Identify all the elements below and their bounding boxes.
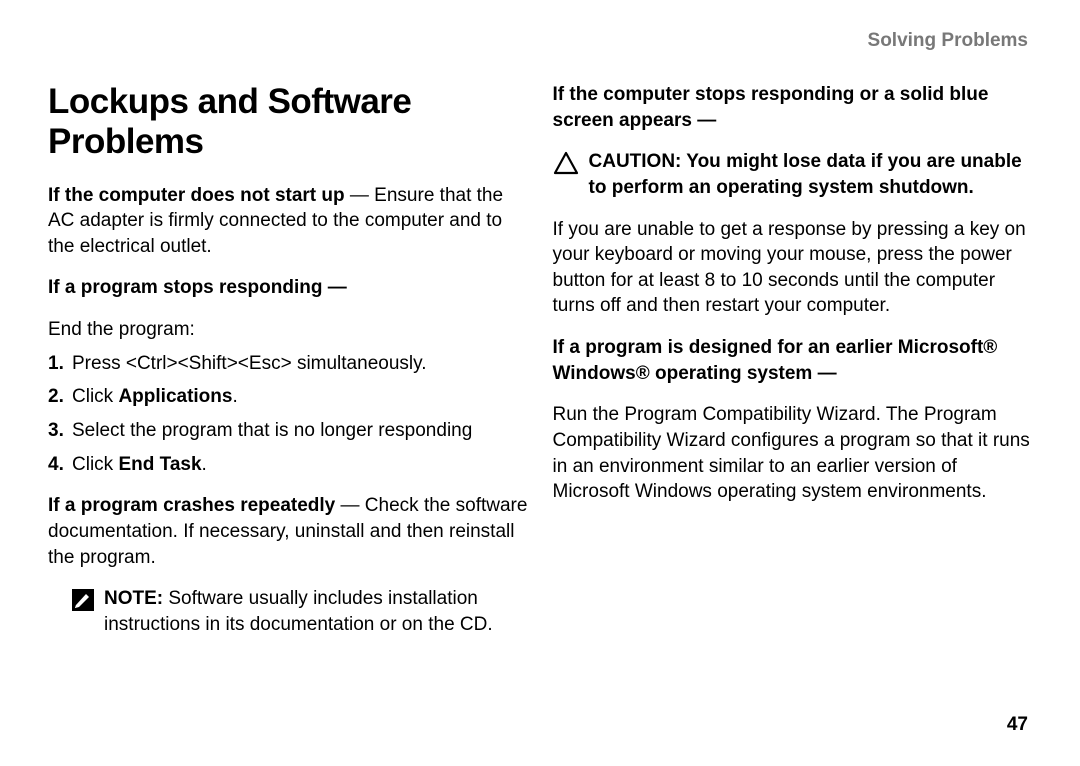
step-3: 3. Select the program that is no longer r… [48,418,528,444]
step-2-bold: Applications [118,386,232,407]
para-no-response: If you are unable to get a response by p… [553,217,1033,320]
para-end-program: End the program: [48,317,528,343]
caution-block: CAUTION: You might lose data if you are … [553,149,1033,200]
step-num: 3. [48,418,64,444]
para-compat-wizard: Run the Program Compatibility Wizard. Th… [553,402,1033,505]
note-icon [72,589,94,611]
note-text: NOTE: Software usually includes installa… [104,586,528,637]
para-startup: If the computer does not start up — Ensu… [48,183,528,260]
steps-list: 1. Press <Ctrl><Shift><Esc> simultaneousl… [48,351,528,478]
step-4: 4. Click End Task. [48,452,528,478]
caution-icon [553,151,579,175]
right-column: If the computer stops responding or a so… [553,82,1033,653]
para-stops-responding: If a program stops responding — [48,275,528,301]
note-block: NOTE: Software usually includes installa… [48,586,528,637]
step-2-post: . [232,386,237,407]
para-startup-bold: If the computer does not start up [48,185,345,206]
section-title: Solving Problems [868,30,1028,51]
step-4-pre: Click [72,454,118,475]
para-crashes: If a program crashes repeatedly — Check … [48,493,528,570]
step-4-post: . [202,454,207,475]
step-4-bold: End Task [118,454,201,475]
page-title: Lockups and Software Problems [48,82,528,163]
step-num: 2. [48,384,64,410]
para-blue-screen: If the computer stops responding or a so… [553,82,1033,133]
step-num: 4. [48,452,64,478]
caution-text: CAUTION: You might lose data if you are … [589,149,1033,200]
content-columns: Lockups and Software Problems If the com… [48,82,1032,653]
step-2-pre: Click [72,386,118,407]
left-column: Lockups and Software Problems If the com… [48,82,528,653]
para-earlier-windows: If a program is designed for an earlier … [553,335,1033,386]
para-crashes-bold: If a program crashes repeatedly [48,495,335,516]
step-3-text: Select the program that is no longer res… [72,420,472,441]
note-body: Software usually includes installation i… [104,588,493,635]
document-page: Solving Problems Lockups and Software Pr… [0,0,1080,766]
step-num: 1. [48,351,64,377]
section-header: Solving Problems [48,30,1032,52]
step-1-text: Press <Ctrl><Shift><Esc> simultaneously. [72,353,426,374]
note-label: NOTE: [104,588,163,609]
step-1: 1. Press <Ctrl><Shift><Esc> simultaneousl… [48,351,528,377]
page-number: 47 [1007,714,1028,736]
step-2: 2. Click Applications. [48,384,528,410]
